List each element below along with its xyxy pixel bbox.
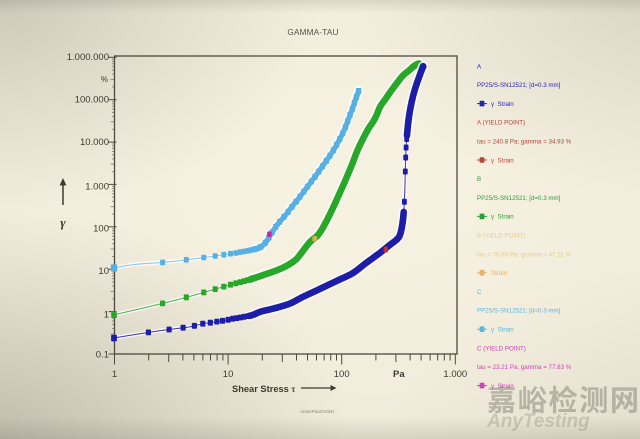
svg-text:1.000.000: 1.000.000 (67, 52, 109, 63)
svg-text:0.1: 0.1 (96, 349, 109, 360)
svg-text:Strain: Strain (491, 270, 508, 277)
svg-text:C (YIELD POINT): C (YIELD POINT) (477, 345, 526, 352)
svg-text:B: B (477, 176, 481, 183)
svg-text:γ Strain: γ Strain (491, 327, 514, 334)
svg-text:C: C (477, 289, 482, 296)
svg-text:γ Strain: γ Strain (491, 157, 514, 164)
svg-text:%: % (101, 75, 108, 84)
svg-text:100.000: 100.000 (75, 95, 109, 106)
svg-text:tau = 240.8 Pa; gamma = 34.93: tau = 240.8 Pa; gamma = 34.93 % (477, 139, 572, 146)
svg-text:1: 1 (112, 369, 117, 380)
svg-text:Pa: Pa (393, 369, 405, 380)
svg-text:A (YIELD POINT): A (YIELD POINT) (477, 120, 525, 127)
svg-text:γ Strain: γ Strain (491, 383, 514, 390)
svg-text:A: A (477, 63, 482, 70)
svg-text:AntonPaarGmbH: AntonPaarGmbH (300, 409, 334, 414)
svg-text:γ: γ (60, 215, 66, 230)
svg-text:10: 10 (223, 369, 234, 380)
svg-text:PP25/S-SN12521; [d=0.3 mm]: PP25/S-SN12521; [d=0.3 mm] (477, 82, 561, 89)
svg-text:Shear Stress τ: Shear Stress τ (232, 384, 295, 394)
svg-text:100: 100 (334, 369, 350, 380)
svg-text:1.000: 1.000 (85, 182, 109, 193)
svg-text:1.000: 1.000 (443, 369, 467, 380)
svg-text:PP25/S-SN12521; [d=0.3 mm]: PP25/S-SN12521; [d=0.3 mm] (477, 308, 561, 315)
svg-text:GAMMA-TAU: GAMMA-TAU (287, 28, 338, 37)
svg-text:γ Strain: γ Strain (491, 101, 514, 108)
svg-text:tau = 23.21 Pa; gamma = 77.83: tau = 23.21 Pa; gamma = 77.83 % (477, 364, 572, 371)
svg-text:PP25/S-SN12521; [d=0.3 mm]: PP25/S-SN12521; [d=0.3 mm] (477, 195, 561, 202)
svg-text:10: 10 (98, 266, 109, 277)
svg-text:1: 1 (104, 310, 109, 321)
svg-text:B (YIELD POINT): B (YIELD POINT) (477, 233, 525, 240)
svg-text:10.000: 10.000 (80, 137, 109, 148)
svg-text:tau = 76.89 Pa; gamma = 47.11: tau = 76.89 Pa; gamma = 47.11 % (477, 251, 571, 258)
svg-text:100: 100 (93, 224, 109, 235)
svg-text:γ Strain: γ Strain (491, 214, 514, 221)
